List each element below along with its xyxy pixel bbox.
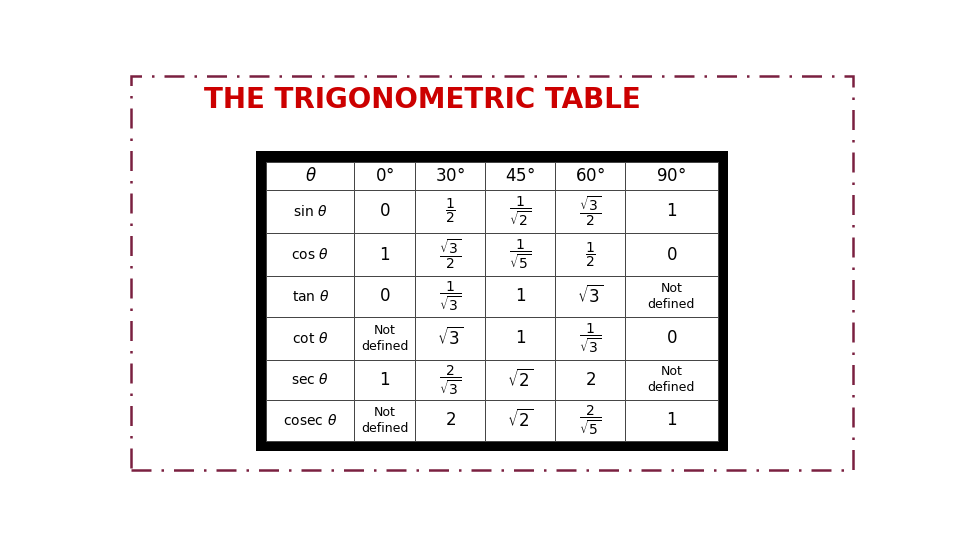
Bar [416,316,485,360]
Text: $\dfrac{1}{\sqrt{5}}$: $\dfrac{1}{\sqrt{5}}$ [509,238,531,271]
Bar [416,190,485,233]
Bar [485,400,555,441]
Text: $\mathrm{tan}\ \mathit{\theta}$: $\mathrm{tan}\ \mathit{\theta}$ [292,289,329,304]
Bar [354,190,416,233]
Bar [354,233,416,276]
Bar [416,162,485,190]
Text: THE TRIGONOMETRIC TABLE: THE TRIGONOMETRIC TABLE [204,86,640,114]
Bar [625,316,717,360]
Text: $\dfrac{\sqrt{3}}{2}$: $\dfrac{\sqrt{3}}{2}$ [440,238,462,271]
Bar [485,190,555,233]
Bar [416,276,485,316]
Bar [354,400,416,441]
Text: $\dfrac{\sqrt{3}}{2}$: $\dfrac{\sqrt{3}}{2}$ [579,195,601,228]
Text: $1$: $1$ [665,202,677,220]
Bar [255,151,729,451]
Bar [267,316,354,360]
Text: $2$: $2$ [444,411,456,429]
Text: $30°$: $30°$ [435,167,466,185]
Bar [267,360,354,400]
Bar [555,233,625,276]
Bar [555,162,625,190]
Text: $\dfrac{1}{\sqrt{3}}$: $\dfrac{1}{\sqrt{3}}$ [579,321,601,355]
Text: $1$: $1$ [665,411,677,429]
Text: $\mathrm{cot}\ \mathit{\theta}$: $\mathrm{cot}\ \mathit{\theta}$ [292,330,328,346]
Bar [555,190,625,233]
Text: Not
defined: Not defined [648,282,695,311]
Bar [416,400,485,441]
Bar [267,233,354,276]
Text: $90°$: $90°$ [657,167,686,185]
Text: $1$: $1$ [379,371,391,389]
Bar [555,316,625,360]
Text: $\dfrac{1}{\sqrt{2}}$: $\dfrac{1}{\sqrt{2}}$ [509,195,531,228]
Bar [625,276,717,316]
Bar [625,233,717,276]
Bar [625,400,717,441]
Bar [354,276,416,316]
Text: $\dfrac{2}{\sqrt{5}}$: $\dfrac{2}{\sqrt{5}}$ [579,404,601,437]
Bar [555,276,625,316]
Bar [267,162,354,190]
Bar [267,400,354,441]
Text: $0$: $0$ [665,329,677,347]
Text: $\sqrt{3}$: $\sqrt{3}$ [437,327,464,349]
Bar [354,316,416,360]
Bar [485,316,555,360]
Bar [267,190,354,233]
Text: $1$: $1$ [379,246,391,264]
Text: $2$: $2$ [585,371,595,389]
Text: $\mathrm{cos}\ \mathit{\theta}$: $\mathrm{cos}\ \mathit{\theta}$ [292,247,329,262]
Text: $\dfrac{1}{\sqrt{3}}$: $\dfrac{1}{\sqrt{3}}$ [440,280,462,313]
Text: $\mathit{\theta}$: $\mathit{\theta}$ [304,167,317,185]
Text: $1$: $1$ [515,287,526,305]
Text: $\mathrm{sec}\ \mathit{\theta}$: $\mathrm{sec}\ \mathit{\theta}$ [292,373,329,387]
Text: $\sqrt{2}$: $\sqrt{2}$ [507,409,534,431]
Text: $\dfrac{1}{2}$: $\dfrac{1}{2}$ [585,240,595,269]
Text: $\sqrt{3}$: $\sqrt{3}$ [577,285,603,307]
Bar [485,360,555,400]
Text: $\sqrt{2}$: $\sqrt{2}$ [507,369,534,391]
Text: $\mathrm{cosec}\ \mathit{\theta}$: $\mathrm{cosec}\ \mathit{\theta}$ [283,413,338,428]
Text: $1$: $1$ [515,329,526,347]
Text: $0$: $0$ [379,202,391,220]
Bar [354,360,416,400]
Text: Not
defined: Not defined [361,323,409,353]
Bar [416,233,485,276]
Bar [354,162,416,190]
Text: Not
defined: Not defined [361,406,409,435]
Bar [555,360,625,400]
Bar [625,190,717,233]
Bar [267,276,354,316]
Text: $\dfrac{1}{2}$: $\dfrac{1}{2}$ [444,197,456,226]
Text: $45°$: $45°$ [505,167,535,185]
Text: Not
defined: Not defined [648,366,695,394]
Bar [485,276,555,316]
Text: $0$: $0$ [379,287,391,305]
Text: $\mathrm{sin}\ \mathit{\theta}$: $\mathrm{sin}\ \mathit{\theta}$ [293,204,327,219]
Bar [416,360,485,400]
Text: $0$: $0$ [665,246,677,264]
Bar [625,360,717,400]
Text: $60°$: $60°$ [575,167,605,185]
Text: $\dfrac{2}{\sqrt{3}}$: $\dfrac{2}{\sqrt{3}}$ [440,363,462,396]
Bar [485,162,555,190]
Bar [555,400,625,441]
Bar [625,162,717,190]
Bar [485,233,555,276]
Text: $0°$: $0°$ [375,167,395,185]
